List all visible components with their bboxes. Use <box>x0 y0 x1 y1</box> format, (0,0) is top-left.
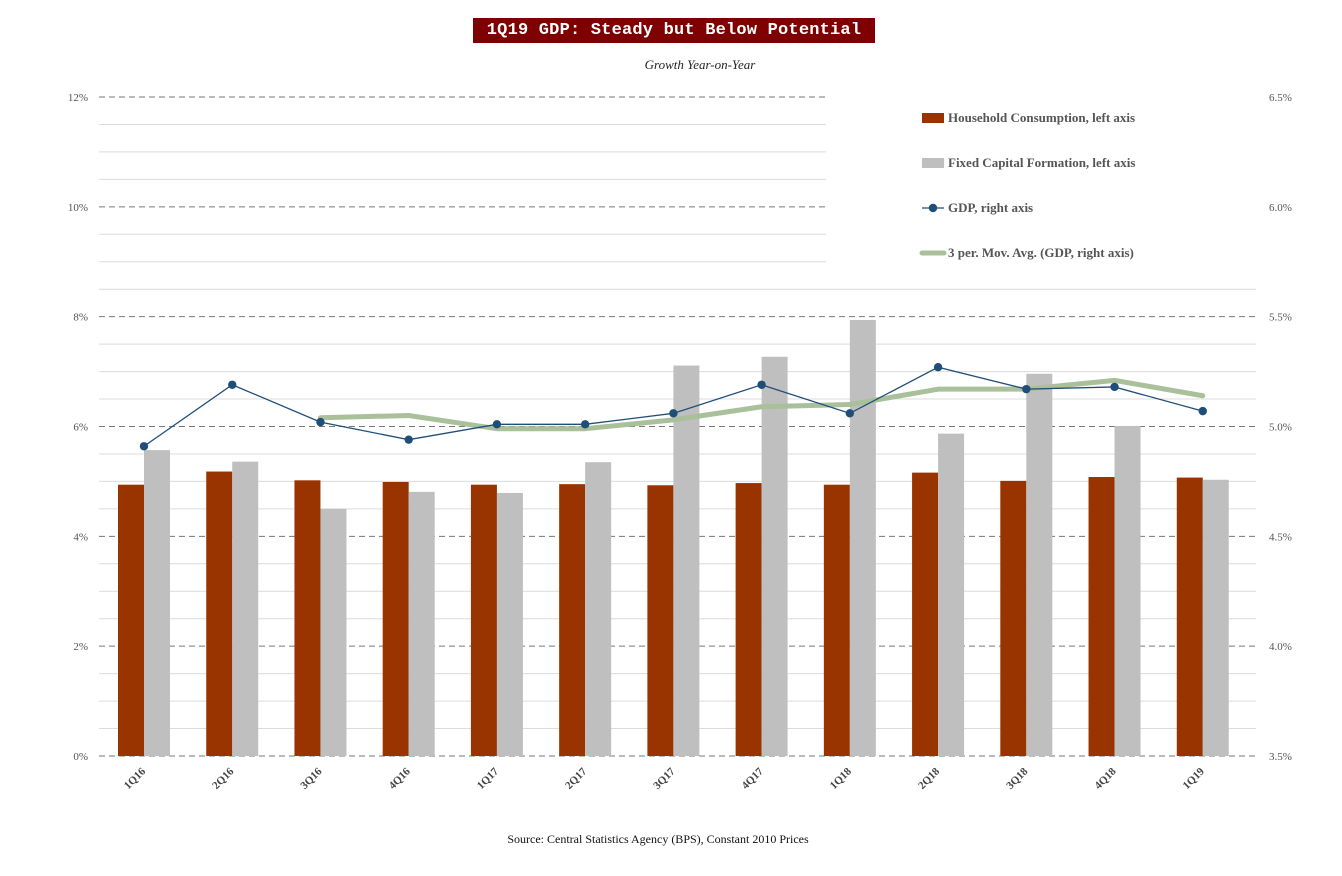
chart-subtitle: Growth Year-on-Year <box>644 57 756 72</box>
legend-background <box>826 92 1256 288</box>
household-consumption-bar <box>647 485 674 756</box>
x-tick-label: 4Q17 <box>740 765 767 792</box>
x-axis-ticks: 1Q16 2Q16 3Q16 4Q16 1Q17 2Q17 3Q17 4Q17 1Q18 2Q18… <box>122 765 1207 792</box>
x-tick-label: 1Q16 <box>122 765 149 792</box>
household-consumption-bar <box>1088 477 1115 756</box>
left-tick-label: 10% <box>68 202 88 214</box>
legend-swatch-fixed-capital <box>922 158 944 168</box>
legend-label-moving-average: 3 per. Mov. Avg. (GDP, right axis) <box>948 245 1134 260</box>
household-consumption-bar <box>206 471 233 756</box>
right-tick-label: 6.0% <box>1269 202 1292 214</box>
chart-title: 1Q19 GDP: Steady but Below Potential <box>473 18 875 43</box>
x-tick-label: 4Q16 <box>387 765 414 792</box>
household-consumption-bar <box>735 483 762 756</box>
left-tick-label: 2% <box>73 641 88 653</box>
fixed-capital-formation-bar <box>585 462 612 756</box>
gdp-point <box>757 380 766 389</box>
x-tick-label: 3Q18 <box>1004 765 1031 792</box>
x-tick-label: 2Q17 <box>563 765 590 792</box>
gdp-point <box>139 442 149 451</box>
fixed-capital-formation-bar <box>320 508 347 756</box>
left-tick-label: 12% <box>68 92 88 104</box>
legend-swatch-household <box>922 113 944 123</box>
gdp-point <box>669 409 678 418</box>
gdp-point <box>404 435 413 444</box>
right-tick-label: 3.5% <box>1269 751 1292 763</box>
fixed-capital-formation-bar <box>1026 373 1053 756</box>
x-tick-label: 4Q18 <box>1092 765 1119 792</box>
right-tick-label: 4.0% <box>1269 641 1292 653</box>
legend-label-fixed-capital: Fixed Capital Formation, left axis <box>948 155 1135 170</box>
x-tick-label: 1Q18 <box>828 765 855 792</box>
household-consumption-bar <box>559 484 586 756</box>
gdp-point <box>228 380 237 389</box>
household-consumption-bar <box>118 484 144 756</box>
household-consumption-bar <box>470 484 497 756</box>
household-consumption-bar <box>823 484 850 756</box>
legend-label-gdp: GDP, right axis <box>948 200 1033 215</box>
fixed-capital-formation-bar <box>938 433 965 756</box>
left-tick-label: 6% <box>73 422 88 434</box>
x-tick-label: 2Q16 <box>210 765 237 792</box>
left-tick-label: 4% <box>73 531 88 543</box>
gdp-point <box>580 420 590 429</box>
x-tick-label: 1Q19 <box>1181 765 1208 792</box>
x-tick-label: 3Q17 <box>651 765 678 792</box>
fixed-capital-formation-bar <box>849 319 876 756</box>
fixed-capital-formation-bar <box>761 356 788 756</box>
x-tick-label: 2Q18 <box>916 765 943 792</box>
left-tick-label: 0% <box>73 751 88 763</box>
gdp-point <box>933 362 943 372</box>
gdp-point <box>1198 406 1207 416</box>
fixed-capital-formation-bar <box>1114 425 1141 756</box>
household-consumption-bar <box>294 480 321 756</box>
right-tick-label: 5.5% <box>1269 312 1292 324</box>
household-consumption-bar <box>1000 480 1027 756</box>
legend-box <box>826 92 1256 288</box>
x-tick-label: 3Q16 <box>298 765 325 792</box>
right-tick-label: 6.5% <box>1269 92 1292 104</box>
left-tick-label: 8% <box>73 312 88 324</box>
right-tick-label: 5.0% <box>1269 422 1292 434</box>
source-note: Source: Central Statistics Agency (BPS),… <box>507 832 809 846</box>
fixed-capital-formation-bar <box>673 365 700 756</box>
x-tick-label: 1Q17 <box>475 765 502 792</box>
gdp-point <box>316 417 325 427</box>
fixed-capital-formation-bar <box>144 450 170 756</box>
right-tick-label: 4.5% <box>1269 531 1292 543</box>
right-axis-ticks: 3.5% 4.0% 4.5% 5.0% 5.5% 6.0% 6.5% <box>1269 92 1292 763</box>
fixed-capital-formation-bar <box>1202 479 1229 756</box>
household-consumption-bar <box>1176 477 1203 756</box>
fixed-capital-formation-bar <box>408 491 435 756</box>
line-series <box>139 362 1207 451</box>
legend-swatch-gdp-marker <box>928 203 938 213</box>
household-consumption-bar <box>382 481 409 756</box>
household-consumption-bar <box>912 472 939 756</box>
gdp-point <box>492 420 502 429</box>
fixed-capital-formation-bar <box>496 492 523 756</box>
moving-average-line <box>317 377 1206 432</box>
gdp-point <box>1110 382 1119 392</box>
gdp-point <box>845 409 855 418</box>
fixed-capital-formation-bar <box>232 461 259 756</box>
legend: Household Consumption, left axis Fixed Ca… <box>919 110 1135 260</box>
gdp-point <box>1022 384 1031 394</box>
bar-series <box>118 319 1229 756</box>
legend-label-household: Household Consumption, left axis <box>948 110 1135 125</box>
left-axis-ticks: 0% 2% 4% 6% 8% 10% 12% <box>68 92 88 763</box>
